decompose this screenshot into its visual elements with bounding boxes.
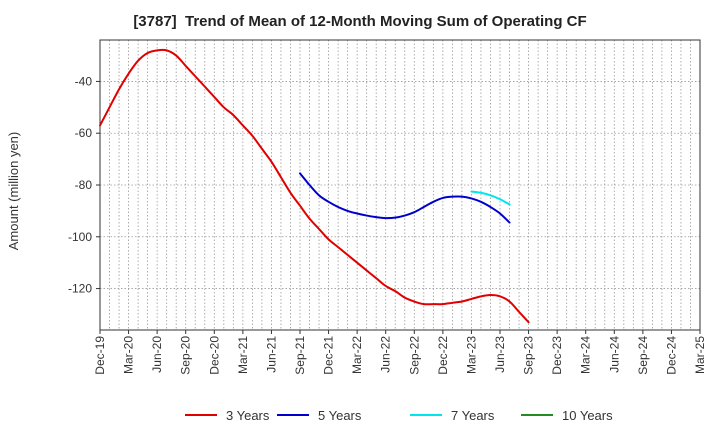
x-tick-label: Dec-22 bbox=[436, 336, 450, 375]
legend-swatch bbox=[185, 414, 217, 416]
x-tick-label: Sep-24 bbox=[636, 336, 650, 375]
legend-item-10-years: 10 Years bbox=[521, 405, 613, 425]
chart-title: [3787] Trend of Mean of 12-Month Moving … bbox=[133, 13, 587, 30]
y-tick-labels: -40 -60 -80 -100 -120 bbox=[68, 74, 100, 296]
x-tick-labels: Dec-19 Mar-20 Jun-20 Sep-20 Dec-20 Mar-21 Jun-… bbox=[93, 330, 707, 375]
legend-item-7-years: 7 Years bbox=[410, 405, 494, 425]
axes bbox=[99, 39, 701, 331]
x-tick-label: Sep-21 bbox=[293, 336, 307, 375]
x-tick-label: Mar-21 bbox=[236, 336, 250, 374]
x-tick-label: Jun-21 bbox=[264, 336, 278, 373]
x-tick-label: Dec-21 bbox=[322, 336, 336, 375]
x-tick-label: Dec-23 bbox=[550, 336, 564, 375]
y-tick-label: -120 bbox=[68, 282, 92, 296]
x-tick-label: Jun-24 bbox=[607, 336, 621, 373]
x-tick-label: Jun-23 bbox=[493, 336, 507, 373]
y-tick-label: -60 bbox=[75, 126, 93, 140]
x-tick-label: Jun-22 bbox=[379, 336, 393, 373]
x-tick-label: Sep-20 bbox=[179, 336, 193, 375]
legend-swatch bbox=[410, 414, 442, 416]
legend-label: 5 Years bbox=[318, 407, 362, 423]
x-tick-label: Jun-20 bbox=[150, 336, 164, 373]
x-tick-label: Sep-22 bbox=[407, 336, 421, 375]
series-line-5-years bbox=[299, 172, 511, 224]
legend-label: 7 Years bbox=[451, 407, 495, 423]
legend-label: 3 Years bbox=[226, 407, 270, 423]
legend-item-5-years: 5 Years bbox=[277, 405, 361, 425]
x-tick-label: Dec-24 bbox=[664, 336, 678, 375]
plot-frame bbox=[99, 39, 701, 331]
x-tick-label: Mar-20 bbox=[122, 336, 136, 374]
y-tick-label: -100 bbox=[68, 230, 92, 244]
y-axis-label: Amount (million yen) bbox=[6, 132, 21, 251]
x-tick-label: Dec-19 bbox=[93, 336, 107, 375]
legend-item-3-years: 3 Years bbox=[185, 405, 269, 425]
x-tick-label: Mar-24 bbox=[579, 336, 593, 374]
legend-swatch bbox=[277, 414, 309, 416]
y-tick-label: -80 bbox=[75, 178, 93, 192]
grid-lines bbox=[100, 40, 700, 330]
x-tick-label: Mar-25 bbox=[693, 336, 707, 374]
x-tick-label: Mar-23 bbox=[464, 336, 478, 374]
x-tick-label: Mar-22 bbox=[350, 336, 364, 374]
y-tick-label: -40 bbox=[75, 74, 93, 88]
legend-label: 10 Years bbox=[562, 407, 613, 423]
series-line-7-years bbox=[470, 190, 511, 206]
series-line-3-years bbox=[99, 48, 530, 324]
legend: 3 Years 5 Years 7 Years 10 Years bbox=[0, 405, 720, 425]
x-tick-label: Dec-20 bbox=[207, 336, 221, 375]
x-tick-label: Sep-23 bbox=[522, 336, 536, 375]
legend-swatch bbox=[521, 414, 553, 416]
series-lines bbox=[99, 48, 530, 324]
